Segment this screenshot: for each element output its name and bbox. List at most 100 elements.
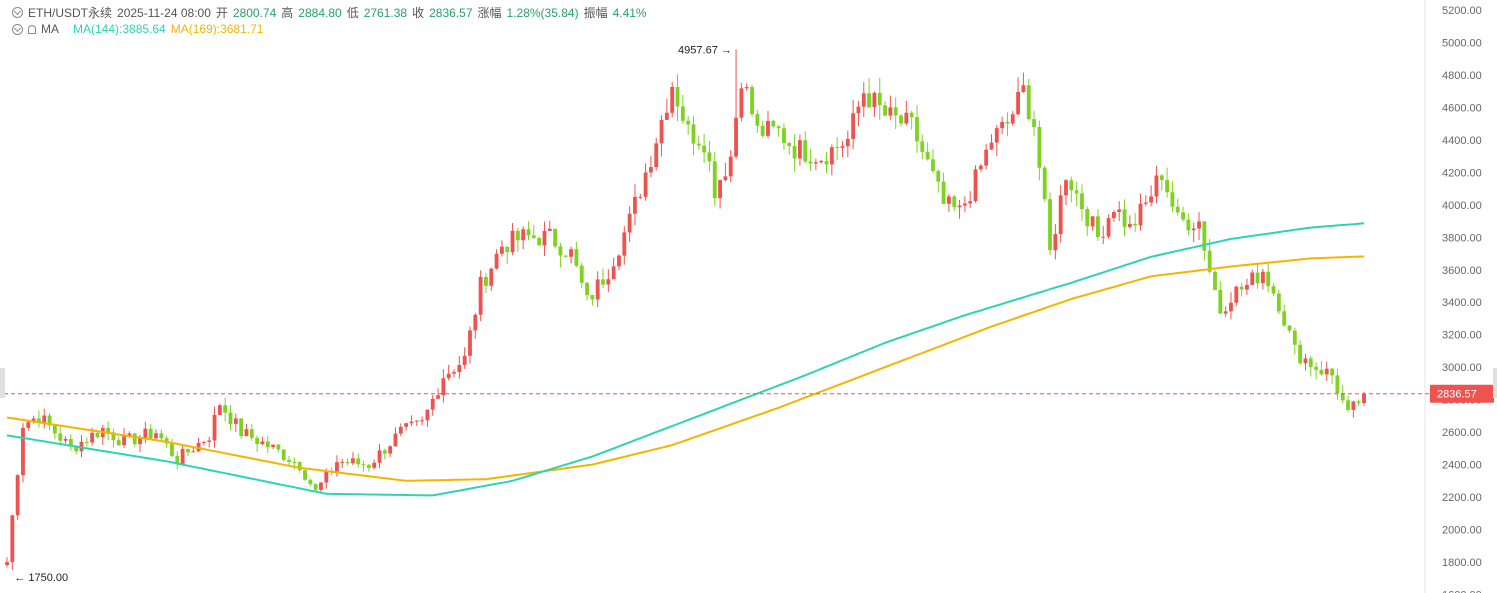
- candle-body: [58, 433, 63, 441]
- candle-body: [393, 433, 398, 447]
- candle-body: [313, 484, 318, 490]
- candle-body: [1127, 223, 1132, 227]
- left-scroll-handle: [0, 368, 5, 398]
- candle-body: [638, 196, 643, 198]
- y-tick-label: 4400.00: [1442, 135, 1482, 147]
- candle-body: [755, 114, 760, 126]
- candle-body: [1213, 271, 1217, 290]
- candle-body: [819, 160, 824, 163]
- candle-body: [1181, 212, 1185, 220]
- ma-header: MA MA(144):3885.64 MA(169):3681.71: [12, 22, 268, 36]
- candle-body: [569, 249, 574, 257]
- candle-body: [1042, 167, 1047, 200]
- candle-body: [116, 440, 121, 446]
- candle-body: [484, 276, 488, 286]
- candle-body: [664, 112, 669, 120]
- candle-body: [1298, 344, 1303, 364]
- candle-body: [319, 482, 323, 490]
- candle-body: [931, 159, 935, 171]
- candle-body: [643, 172, 648, 197]
- candle-body: [590, 295, 595, 300]
- candle-body: [611, 266, 616, 280]
- candle-body: [47, 415, 52, 426]
- candle-body: [1143, 202, 1148, 204]
- candle-body: [31, 418, 36, 423]
- candle-body: [601, 279, 605, 285]
- candle-body: [1239, 286, 1244, 290]
- candle-body: [430, 398, 435, 410]
- candle-body: [297, 462, 302, 471]
- close-label: 收: [412, 6, 425, 20]
- candle-body: [1276, 293, 1281, 312]
- candle-body: [595, 279, 600, 300]
- candle-body: [691, 124, 696, 144]
- candle-body: [1165, 180, 1170, 193]
- candle-body: [872, 92, 877, 108]
- candle-body: [877, 92, 882, 106]
- high-value: 2884.80: [298, 5, 342, 20]
- candle-body: [287, 459, 291, 462]
- candle-body: [239, 418, 244, 436]
- y-tick-label: 3800.00: [1442, 232, 1482, 244]
- candle-body: [265, 441, 270, 448]
- candle-body: [159, 433, 164, 439]
- candle-body: [904, 112, 909, 124]
- candle-body: [542, 230, 547, 246]
- candle-body: [1319, 369, 1324, 375]
- candle-body: [1207, 250, 1212, 272]
- candle-body: [271, 444, 275, 448]
- candle-body: [446, 373, 451, 379]
- candle-body: [1202, 221, 1207, 251]
- candle-body: [260, 441, 265, 445]
- candle-body: [622, 232, 627, 256]
- candle-body: [170, 443, 174, 456]
- candle-body: [499, 246, 504, 254]
- candle-body: [989, 142, 994, 150]
- candle-body: [249, 429, 254, 438]
- bell-icon[interactable]: [28, 24, 36, 34]
- candle-body: [957, 205, 962, 208]
- candle-body: [1223, 311, 1228, 314]
- candle-body: [1053, 234, 1058, 251]
- candle-body: [728, 156, 733, 177]
- candle-body: [936, 170, 941, 182]
- candle-body: [74, 446, 79, 452]
- candle-body: [350, 458, 355, 464]
- candle-body: [489, 268, 494, 286]
- y-tick-label: 3400.00: [1442, 297, 1482, 309]
- candle-body: [148, 428, 153, 439]
- candle-body: [633, 197, 637, 214]
- candle-body: [5, 562, 9, 566]
- candle-body: [382, 450, 387, 454]
- candle-body: [281, 449, 286, 460]
- candle-body: [175, 455, 180, 465]
- candle-body: [414, 420, 419, 422]
- candle-body: [1250, 272, 1255, 285]
- candle-body: [1340, 393, 1345, 401]
- candle-body: [766, 120, 770, 136]
- candle-body: [111, 432, 116, 441]
- collapse-chevron-icon[interactable]: [12, 23, 23, 35]
- candle-body: [808, 161, 813, 164]
- candle-body: [1260, 271, 1265, 284]
- candle-body: [531, 235, 536, 238]
- candle-body: [925, 151, 930, 160]
- candle-body: [1064, 180, 1068, 196]
- candle-body: [648, 167, 653, 173]
- collapse-chevron-icon[interactable]: [12, 7, 23, 18]
- candle-body: [909, 112, 914, 118]
- low-label: 低: [346, 6, 359, 20]
- candle-body: [1362, 393, 1366, 404]
- candle-body: [1330, 368, 1334, 376]
- candle-body: [377, 450, 382, 463]
- candle-body: [574, 249, 579, 266]
- candle-body: [510, 230, 515, 253]
- candle-body: [1154, 175, 1159, 197]
- candle-body: [968, 201, 973, 204]
- candle-body: [973, 169, 978, 202]
- candle-body: [372, 462, 377, 468]
- ma144-legend: MA(144):3885.64: [73, 22, 166, 36]
- candle-body: [803, 140, 808, 162]
- candle-body: [627, 213, 632, 233]
